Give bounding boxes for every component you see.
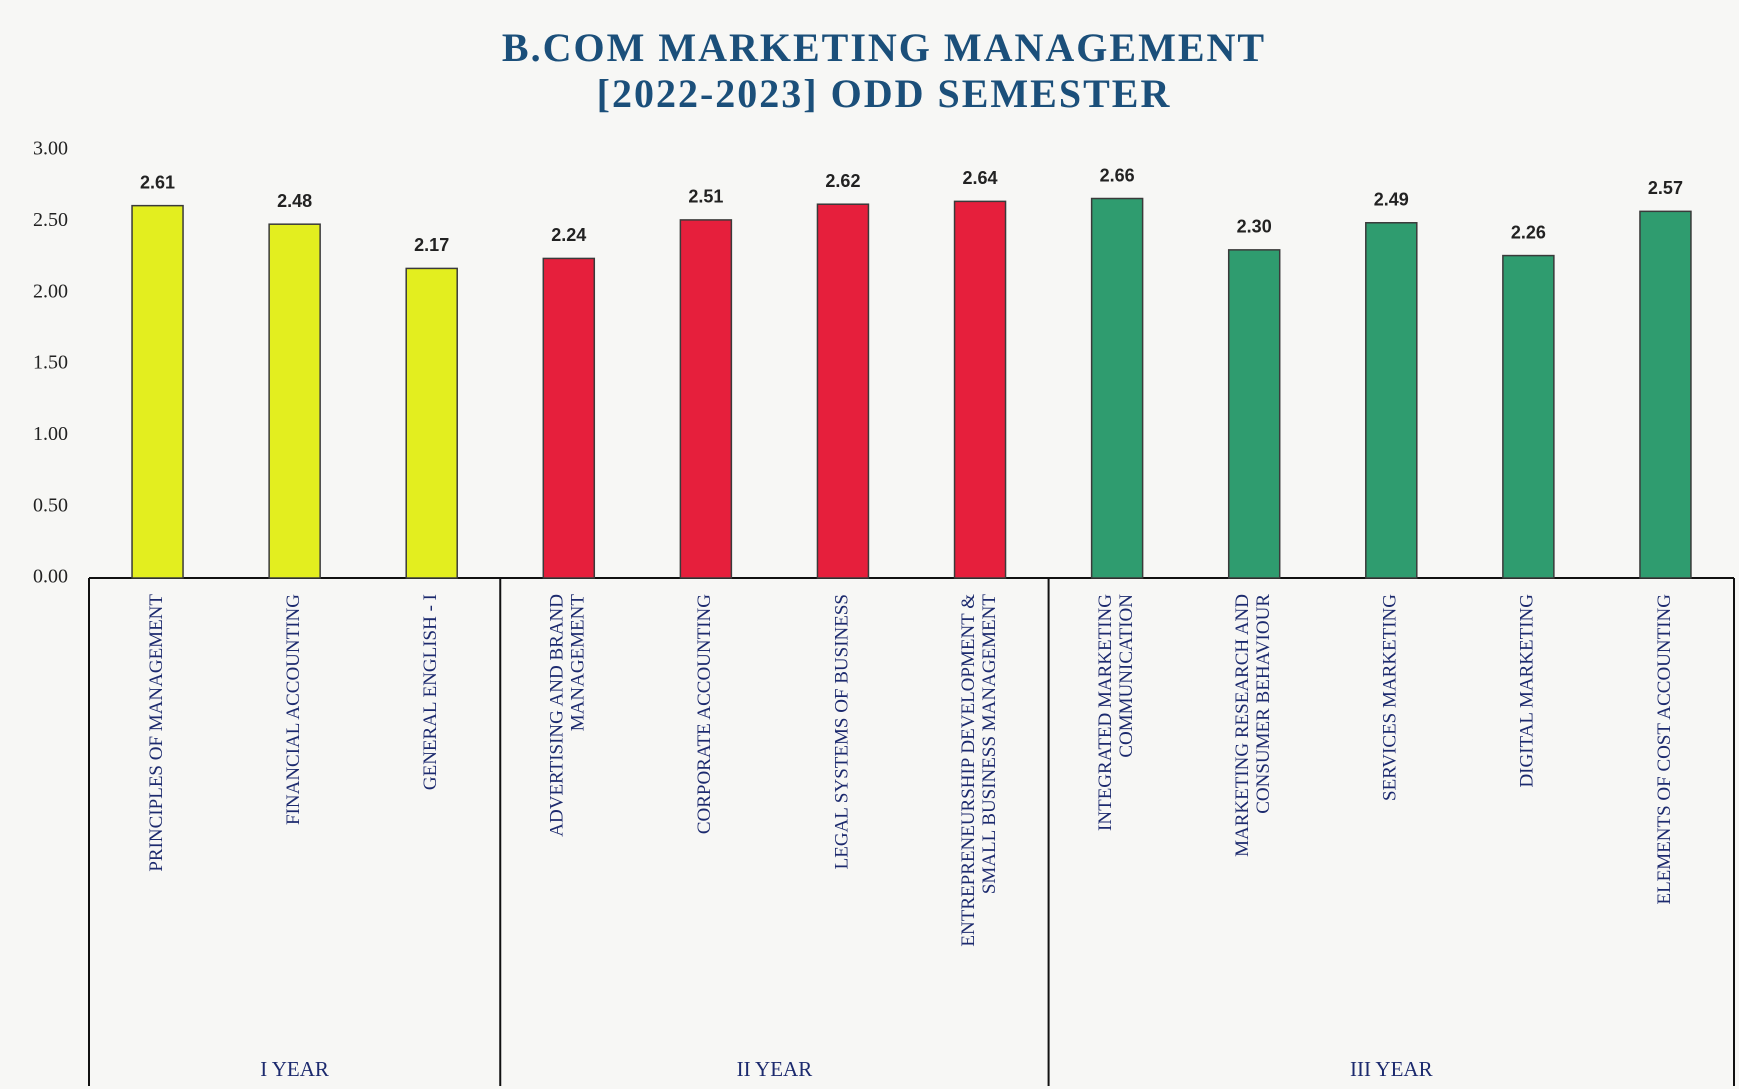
x-tick-label: ADVERTISING AND BRAND (547, 594, 568, 837)
group-label: I YEAR (260, 1057, 329, 1081)
bar (1502, 254, 1555, 579)
y-tick-label: 1.00 (33, 423, 68, 445)
data-label: 2.48 (277, 191, 312, 211)
bar (1090, 197, 1144, 579)
x-tick-label: SERVICES MARKETING (1380, 594, 1401, 801)
x-tick-label: LEGAL SYSTEMS OF BUSINESS (831, 594, 852, 869)
y-tick-label: 2.00 (33, 280, 68, 302)
data-label: 2.57 (1648, 178, 1683, 198)
data-label: 2.24 (551, 225, 586, 245)
data-label: 2.51 (688, 187, 723, 207)
x-tick-label: SMALL BUSINESS MANAGEMENT (979, 594, 1000, 895)
group-label: II YEAR (737, 1057, 813, 1081)
x-tick-label: CONSUMER BEHAVIOUR (1253, 594, 1274, 814)
bar (1227, 249, 1281, 579)
y-tick-label: 1.50 (33, 352, 68, 374)
x-tick-label: MARKETING RESEARCH AND (1232, 594, 1253, 857)
bar (268, 223, 321, 579)
data-label: 2.17 (414, 235, 449, 255)
bar (816, 203, 870, 579)
chart-title: [2022-2023] ODD SEMESTER (597, 71, 1172, 116)
data-label: 2.64 (963, 168, 998, 188)
x-tick-label: COMMUNICATION (1116, 594, 1137, 758)
bar (1365, 222, 1418, 579)
data-label: 2.26 (1511, 222, 1546, 242)
x-tick-label: GENERAL ENGLISH - I (420, 594, 441, 790)
x-tick-label: ENTREPRENEURSHIP DEVELOPMENT & (958, 594, 979, 947)
x-tick-label: MANAGEMENT (568, 594, 589, 732)
x-tick-label: FINANCIAL ACCOUNTING (283, 594, 304, 825)
x-tick-label: DIGITAL MARKETING (1517, 594, 1538, 788)
bar (953, 200, 1007, 579)
bar (131, 204, 184, 579)
chart-title: B.COM MARKETING MANAGEMENT (502, 25, 1266, 70)
data-label: 2.61 (140, 172, 175, 192)
data-label: 2.62 (825, 171, 860, 191)
bar (679, 219, 733, 579)
x-tick-label: INTEGRATED MARKETING (1095, 594, 1116, 831)
y-tick-label: 3.00 (33, 138, 68, 160)
bar (405, 267, 458, 579)
y-tick-label: 0.50 (33, 494, 68, 516)
x-tick-label: PRINCIPLES OF MANAGEMENT (146, 594, 167, 872)
y-tick-label: 2.50 (33, 209, 68, 231)
x-tick-label: CORPORATE ACCOUNTING (694, 594, 715, 834)
data-label: 2.30 (1237, 217, 1272, 237)
group-label: III YEAR (1350, 1057, 1433, 1081)
x-tick-label: ELEMENTS OF COST ACCOUNTING (1654, 594, 1675, 905)
bar (542, 257, 596, 579)
data-label: 2.49 (1374, 190, 1409, 210)
bar (1639, 210, 1692, 579)
data-label: 2.66 (1100, 165, 1135, 185)
y-tick-label: 0.00 (33, 566, 68, 588)
